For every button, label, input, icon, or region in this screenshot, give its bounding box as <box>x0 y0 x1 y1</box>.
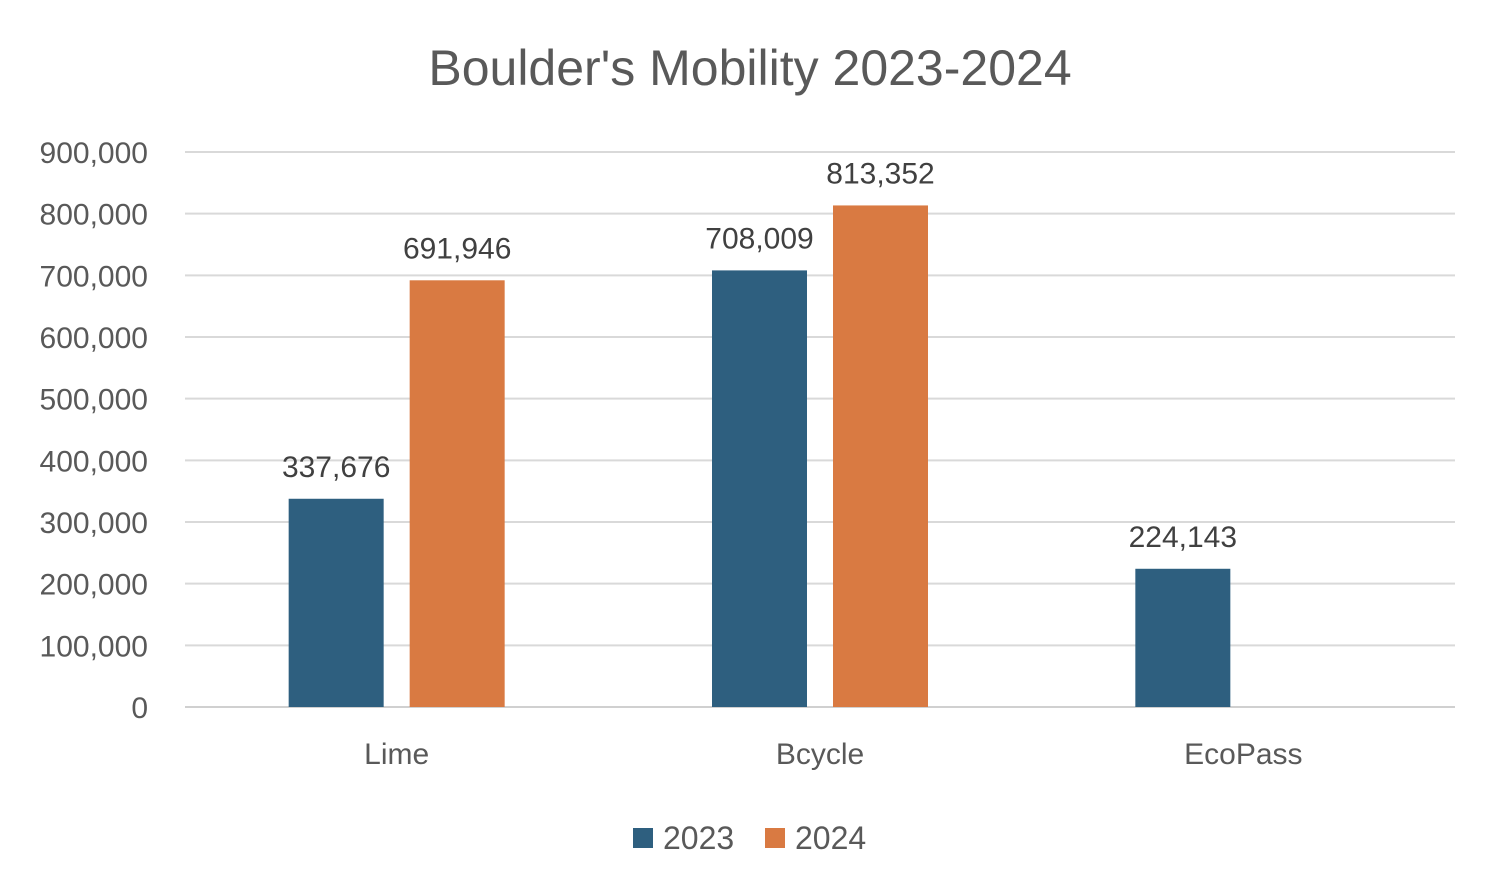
y-tick-label: 400,000 <box>40 445 148 478</box>
y-tick-label: 600,000 <box>40 322 148 355</box>
legend-swatch <box>633 828 653 848</box>
x-axis-categories: Lime Bcycle EcoPass <box>364 738 1302 771</box>
bar-bcycle-2023 <box>712 270 807 707</box>
data-labels: 337,676 691,946 708,009 813,352 224,143 <box>282 157 1237 553</box>
bars <box>288 205 1231 708</box>
legend-swatch <box>765 828 785 848</box>
legend-item-2024: 2024 <box>765 820 866 856</box>
x-category-label: Bcycle <box>776 738 864 771</box>
y-tick-label: 200,000 <box>40 569 148 602</box>
data-label-lime-2024: 691,946 <box>403 232 511 265</box>
data-label-bcycle-2024: 813,352 <box>826 157 934 190</box>
bar-ecopass-2023 <box>1135 568 1231 707</box>
legend-label: 2024 <box>795 820 866 856</box>
y-tick-label: 300,000 <box>40 507 148 540</box>
bar-bcycle-2024 <box>833 205 928 708</box>
legend: 2023 2024 <box>633 820 866 856</box>
y-axis-ticks: 0 100,000 200,000 300,000 400,000 500,000 600,… <box>40 137 148 725</box>
chart-title: Boulder's Mobility 2023-2024 <box>428 40 1071 96</box>
y-tick-label: 500,000 <box>40 384 148 417</box>
data-label-lime-2023: 337,676 <box>282 451 390 484</box>
y-tick-label: 700,000 <box>40 260 148 293</box>
bar-lime-2024 <box>409 280 505 707</box>
y-tick-label: 100,000 <box>40 630 148 663</box>
gridlines <box>185 151 1455 708</box>
x-category-label: Lime <box>364 738 429 771</box>
bar-lime-2023 <box>288 498 384 707</box>
legend-label: 2023 <box>663 820 734 856</box>
y-tick-label: 800,000 <box>40 199 148 232</box>
x-category-label: EcoPass <box>1184 738 1302 771</box>
data-label-bcycle-2023: 708,009 <box>705 222 813 255</box>
data-label-ecopass-2023: 224,143 <box>1129 521 1237 554</box>
y-tick-label: 900,000 <box>40 137 148 170</box>
y-tick-label: 0 <box>131 692 148 725</box>
legend-item-2023: 2023 <box>633 820 734 856</box>
